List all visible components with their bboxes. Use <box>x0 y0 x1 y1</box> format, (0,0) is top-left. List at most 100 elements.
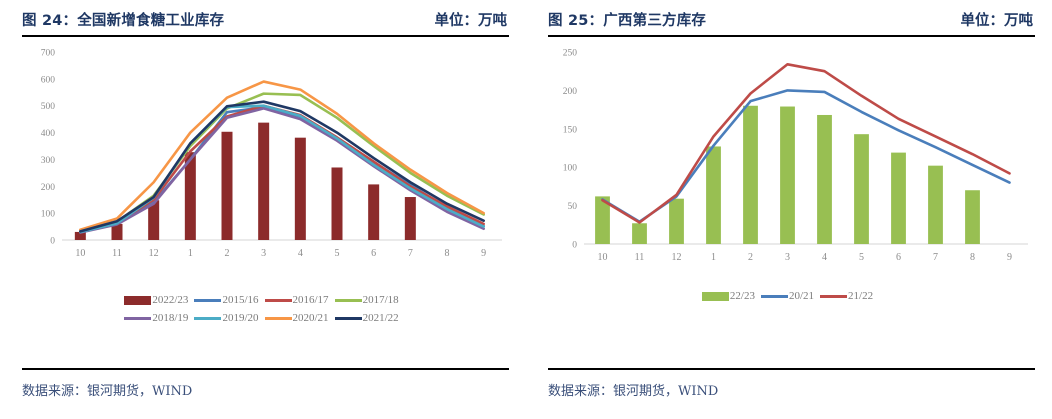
legend-swatch-icon <box>334 299 362 303</box>
svg-text:9: 9 <box>481 248 486 259</box>
legend-swatch-icon <box>701 292 729 302</box>
legend-label: 2019/20 <box>222 311 259 324</box>
legend-item[interactable]: 21/22 <box>820 288 873 305</box>
figure-24-header: 图 24：全国新增食糖工业库存 单位：万吨 <box>8 0 515 34</box>
legend-label: 2021/22 <box>362 311 399 324</box>
bar <box>928 165 943 244</box>
svg-text:10: 10 <box>598 252 608 263</box>
legend-swatch-icon <box>820 295 848 299</box>
figure-25-header: 图 25：广西第三方库存 单位：万吨 <box>534 0 1041 34</box>
svg-text:1: 1 <box>711 252 716 263</box>
figure-25-plot: 0 50 100 150 200 250 10 11 12 1 2 3 4 5 6 7 8 9 <box>542 44 1034 292</box>
legend-row: 2022/23 2015/16 2016/17 2017/18 <box>8 292 515 309</box>
figure-24-bottom-rule <box>22 368 509 370</box>
legend-row: 2018/19 2019/20 2020/21 2021/22 <box>8 309 515 326</box>
legend-label: 2017/18 <box>362 294 399 307</box>
legend-label: 21/22 <box>848 290 874 303</box>
series-line <box>79 104 485 234</box>
legend-item[interactable]: 20/21 <box>760 288 815 305</box>
svg-text:500: 500 <box>41 102 56 112</box>
bar <box>294 137 306 240</box>
svg-text:0: 0 <box>50 237 55 247</box>
figure-24-title: 图 24：全国新增食糖工业库存 <box>22 13 225 29</box>
svg-text:200: 200 <box>41 183 56 193</box>
legend-item[interactable]: 2016/17 <box>264 292 329 309</box>
svg-text:4: 4 <box>822 252 827 263</box>
bar <box>743 105 758 244</box>
legend-item[interactable]: 2021/22 <box>334 310 399 327</box>
svg-text:8: 8 <box>445 248 450 259</box>
bar <box>148 200 160 240</box>
legend-swatch-icon <box>194 299 222 303</box>
bar <box>404 197 416 240</box>
figure-25-title: 图 25：广西第三方库存 <box>548 13 707 29</box>
svg-text:11: 11 <box>635 252 645 263</box>
figure-panel-25: 图 25：广西第三方库存 单位：万吨 0 50 100 150 200 250 10 11 12… <box>534 0 1041 419</box>
legend-item[interactable]: 2017/18 <box>334 292 399 309</box>
svg-text:600: 600 <box>41 75 56 85</box>
svg-text:3: 3 <box>261 248 266 259</box>
svg-text:700: 700 <box>41 49 56 59</box>
legend-item[interactable]: 2015/16 <box>194 292 259 309</box>
svg-text:8: 8 <box>970 252 975 263</box>
svg-text:3: 3 <box>785 252 790 263</box>
legend-row: 22/23 20/21 21/22 <box>534 288 1041 305</box>
svg-text:2: 2 <box>225 248 230 259</box>
bar <box>669 198 684 244</box>
legend-swatch-icon <box>264 316 292 320</box>
legend-label: 2022/23 <box>152 294 189 307</box>
figure-24-source: 数据来源：银河期货，WIND <box>22 384 193 399</box>
series-line <box>601 89 1011 224</box>
figure-25-legend: 22/23 20/21 21/22 <box>534 288 1041 305</box>
bar <box>595 196 610 244</box>
svg-text:12: 12 <box>672 252 682 263</box>
svg-text:50: 50 <box>568 202 578 212</box>
svg-text:1: 1 <box>188 248 193 259</box>
figure-25-source: 数据来源：银河期货，WIND <box>548 384 719 399</box>
bar <box>632 223 647 244</box>
legend-swatch-icon <box>124 296 152 306</box>
svg-text:5: 5 <box>859 252 864 263</box>
legend-label: 2016/17 <box>292 294 329 307</box>
figure-25-bottom-rule <box>548 368 1035 370</box>
bar <box>258 122 270 240</box>
legend-item[interactable]: 22/23 <box>701 288 755 305</box>
legend-item[interactable]: 2020/21 <box>264 310 329 327</box>
svg-text:2: 2 <box>748 252 753 263</box>
svg-text:250: 250 <box>563 49 578 59</box>
svg-text:4: 4 <box>298 248 303 259</box>
svg-text:5: 5 <box>335 248 340 259</box>
bar <box>965 190 980 244</box>
svg-text:150: 150 <box>563 125 578 135</box>
legend-swatch-icon <box>124 316 152 320</box>
figure-24-unit: 单位：万吨 <box>434 13 508 29</box>
svg-text:7: 7 <box>408 248 413 259</box>
legend-item[interactable]: 2019/20 <box>194 310 259 327</box>
svg-text:400: 400 <box>41 129 56 139</box>
legend-swatch-icon <box>194 316 222 320</box>
svg-text:7: 7 <box>933 252 938 263</box>
bar <box>706 146 721 244</box>
legend-label: 22/23 <box>729 290 755 303</box>
svg-text:6: 6 <box>896 252 901 263</box>
bar <box>184 152 196 240</box>
bar <box>331 167 343 240</box>
svg-text:100: 100 <box>41 210 56 220</box>
legend-item[interactable]: 2018/19 <box>124 310 188 327</box>
bar <box>854 134 869 244</box>
svg-text:11: 11 <box>112 248 122 259</box>
figure-24-legend: 2022/23 2015/16 2016/17 2017/18 2018/19 2019/… <box>8 292 515 327</box>
svg-text:9: 9 <box>1007 252 1012 263</box>
series-line <box>79 107 485 234</box>
bar <box>780 106 795 244</box>
svg-text:200: 200 <box>563 87 578 97</box>
bar <box>111 223 123 240</box>
legend-label: 20/21 <box>788 290 815 303</box>
legend-item[interactable]: 2022/23 <box>124 292 188 309</box>
svg-text:300: 300 <box>41 156 56 166</box>
legend-swatch-icon <box>760 295 788 299</box>
series-line <box>79 100 485 233</box>
svg-text:6: 6 <box>371 248 376 259</box>
